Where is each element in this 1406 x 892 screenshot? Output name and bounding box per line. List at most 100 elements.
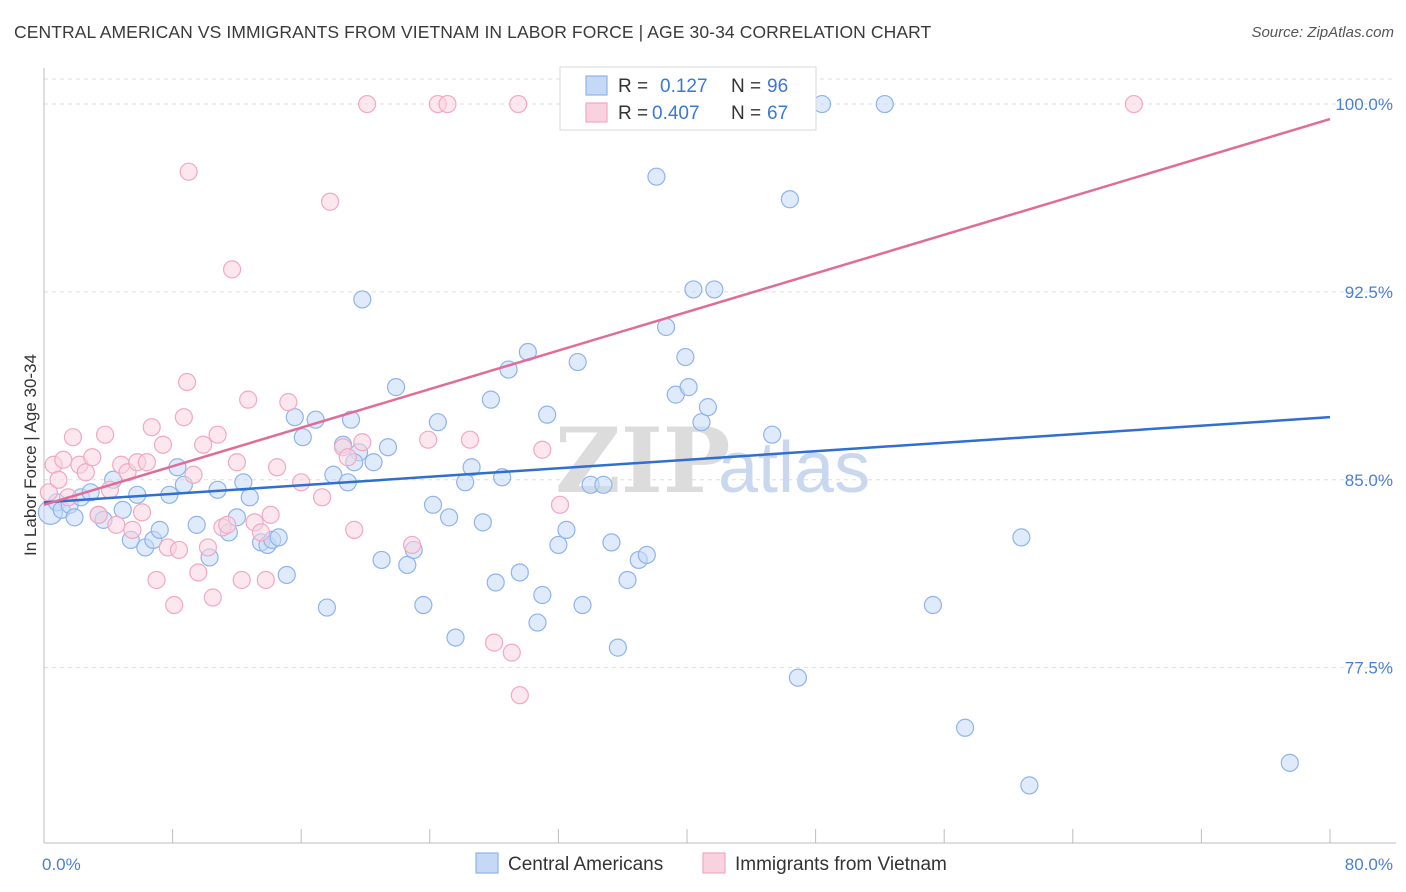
point-central-americans xyxy=(277,565,296,585)
point-central-americans xyxy=(698,398,717,417)
point-central-americans xyxy=(364,453,383,472)
point-central-americans xyxy=(65,508,84,527)
point-vietnam xyxy=(232,570,251,590)
y-tick-label: 92.5% xyxy=(1345,283,1393,302)
chart-title: CENTRAL AMERICAN VS IMMIGRANTS FROM VIET… xyxy=(14,22,932,42)
point-central-americans xyxy=(293,428,312,447)
point-vietnam xyxy=(198,538,218,557)
axes xyxy=(43,68,1396,844)
watermark: ZIP atlas xyxy=(555,408,870,514)
watermark-atlas: atlas xyxy=(718,428,870,508)
point-vietnam xyxy=(239,390,258,409)
point-central-americans xyxy=(608,638,627,657)
point-vietnam xyxy=(345,520,364,539)
point-central-americans xyxy=(692,413,711,432)
point-vietnam xyxy=(194,435,213,454)
point-central-americans xyxy=(528,613,547,632)
point-vietnam xyxy=(1124,94,1143,114)
legend-r-value-central-americans: 0.127 xyxy=(660,76,708,97)
x-tick-label-min: 0.0% xyxy=(42,855,81,874)
bottom-legend-swatch-central-americans xyxy=(475,852,499,874)
point-central-americans xyxy=(240,488,259,507)
legend-r-label: R = xyxy=(618,103,648,124)
point-central-americans xyxy=(573,595,592,615)
point-vietnam xyxy=(137,453,156,472)
point-central-americans xyxy=(1012,528,1031,547)
point-central-americans xyxy=(341,410,361,429)
y-tick-labels: 77.5% 85.0% 92.5% 100.0% xyxy=(1335,95,1393,678)
point-central-americans xyxy=(510,563,529,582)
point-central-americans xyxy=(538,405,557,424)
legend-r-label: R = xyxy=(618,76,648,97)
point-central-americans xyxy=(414,595,433,615)
point-central-americans xyxy=(187,515,206,534)
point-central-americans xyxy=(462,458,481,477)
point-central-americans xyxy=(568,352,587,372)
point-central-americans xyxy=(875,94,894,114)
point-central-americans xyxy=(481,390,500,409)
legend-n-label: N = xyxy=(731,76,761,97)
point-central-americans xyxy=(705,280,724,299)
point-vietnam xyxy=(419,430,438,449)
point-vietnam xyxy=(251,523,271,542)
point-central-americans xyxy=(637,545,656,565)
legend-swatch-central-americans xyxy=(585,75,608,96)
point-vietnam xyxy=(54,450,73,469)
legend-n-value-vietnam: 67 xyxy=(767,103,788,124)
point-central-americans xyxy=(473,513,492,532)
point-central-americans xyxy=(317,598,337,617)
point-vietnam xyxy=(142,418,161,437)
point-vietnam xyxy=(203,588,222,607)
point-vietnam xyxy=(502,643,521,662)
point-vietnam xyxy=(279,393,298,412)
x-tick-label-max: 80.0% xyxy=(1345,855,1393,874)
point-vietnam xyxy=(403,535,422,555)
point-vietnam xyxy=(267,458,287,477)
y-tick-label: 85.0% xyxy=(1345,471,1393,490)
point-central-americans xyxy=(676,347,695,367)
point-vietnam xyxy=(123,520,142,539)
point-vietnam xyxy=(510,686,529,705)
point-central-americans xyxy=(446,628,465,647)
trend-line-vietnam xyxy=(43,117,1331,507)
point-vietnam xyxy=(509,94,528,114)
point-vietnam xyxy=(89,505,108,524)
point-vietnam xyxy=(49,470,68,489)
point-central-americans xyxy=(647,167,666,186)
point-vietnam xyxy=(179,162,198,181)
point-central-americans xyxy=(386,378,406,397)
bottom-legend: Central Americans Immigrants from Vietna… xyxy=(475,852,947,875)
point-vietnam xyxy=(261,505,280,524)
point-central-americans xyxy=(594,475,613,494)
point-vietnam xyxy=(321,192,340,211)
legend-n-label: N = xyxy=(731,103,761,124)
y-tick-label: 100.0% xyxy=(1335,95,1393,114)
point-central-americans xyxy=(684,280,703,299)
point-vietnam xyxy=(147,570,166,590)
point-central-americans xyxy=(113,500,132,519)
point-central-americans xyxy=(398,555,417,575)
point-vietnam xyxy=(165,595,184,615)
point-vietnam xyxy=(95,425,115,444)
point-vietnam xyxy=(63,428,83,447)
point-central-americans xyxy=(428,413,447,432)
bottom-legend-swatch-vietnam xyxy=(702,852,726,874)
point-central-americans xyxy=(378,438,398,457)
point-vietnam xyxy=(292,473,311,492)
point-vietnam xyxy=(485,633,504,652)
point-central-americans xyxy=(1280,753,1299,772)
point-vietnam xyxy=(256,570,275,590)
point-central-americans xyxy=(439,508,459,527)
legend-swatch-vietnam xyxy=(585,102,608,123)
point-vietnam xyxy=(358,94,377,114)
y-axis-label: In Labor Force | Age 30-34 xyxy=(21,354,40,556)
point-central-americans xyxy=(763,425,782,444)
point-vietnam xyxy=(169,540,189,560)
point-central-americans xyxy=(618,570,637,590)
y-tick-label: 77.5% xyxy=(1345,659,1393,678)
point-vietnam xyxy=(218,515,237,534)
point-central-americans xyxy=(788,668,808,687)
point-central-americans xyxy=(486,573,505,592)
point-vietnam xyxy=(222,260,242,279)
